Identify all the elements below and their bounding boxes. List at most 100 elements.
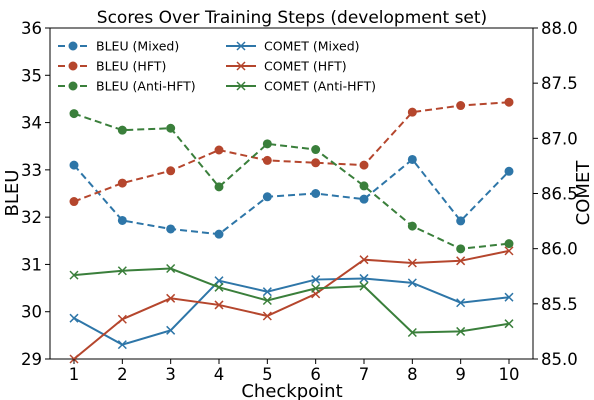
series-bleu-hft — [69, 97, 514, 207]
legend-label: COMET (Mixed) — [264, 39, 360, 54]
data-point — [262, 295, 272, 306]
legend-label: BLEU (Anti-HFT) — [96, 79, 196, 94]
data-point — [214, 282, 224, 292]
data-point — [166, 166, 176, 176]
data-point — [262, 311, 272, 321]
data-point — [117, 215, 127, 225]
data-point — [166, 293, 176, 303]
data-point — [214, 229, 224, 239]
legend: BLEU (Mixed) BLEU (HFT) BLEU (Anti-HFT) COM… — [58, 39, 376, 94]
data-point — [456, 244, 466, 254]
series-line — [73, 112, 510, 250]
data-point — [117, 178, 127, 188]
legend-label: COMET (Anti-HFT) — [264, 79, 376, 94]
legend-item: BLEU (Mixed) — [58, 39, 179, 54]
data-point — [262, 192, 272, 202]
legend-item: BLEU (Anti-HFT) — [58, 79, 196, 94]
data-point — [456, 326, 466, 336]
legend-label: BLEU (Mixed) — [96, 39, 179, 54]
series-line — [73, 277, 510, 346]
data-point — [69, 270, 79, 280]
y-left-tick-label: 33 — [21, 161, 42, 180]
series-bleu-anti-hft — [69, 109, 514, 254]
y-left-tick-label: 31 — [21, 255, 42, 274]
legend-swatch-marker — [236, 81, 246, 91]
data-point — [359, 181, 369, 191]
legend-swatch-marker — [68, 81, 78, 91]
data-point — [359, 255, 369, 265]
chart-title: Scores Over Training Steps (development … — [97, 8, 487, 28]
data-point — [359, 273, 369, 283]
x-tick-label: 3 — [165, 365, 176, 384]
data-point — [456, 101, 466, 111]
legend-swatch-marker — [68, 61, 78, 71]
x-tick-label: 9 — [455, 365, 466, 384]
data-point — [504, 97, 514, 107]
legend-label: BLEU (HFT) — [96, 59, 166, 74]
series-comet-anti-hft — [69, 263, 514, 338]
legend-item: BLEU (HFT) — [58, 59, 166, 74]
data-point — [69, 160, 79, 170]
y-axis-right: 85.0 85.5 86.0 86.5 87.0 87.5 88.0 — [533, 19, 578, 369]
y-left-tick-label: 30 — [21, 303, 42, 322]
y-axis-left-label: BLEU — [2, 170, 23, 217]
data-point — [407, 327, 417, 338]
legend-item: COMET (Mixed) — [226, 39, 360, 54]
y-right-tick-label: 87.5 — [541, 74, 578, 93]
x-tick-label: 10 — [499, 365, 520, 384]
data-point — [359, 160, 369, 170]
series-comet-mixed — [69, 273, 514, 350]
legend-item: COMET (HFT) — [226, 59, 347, 74]
data-point — [69, 197, 79, 207]
legend-swatch-marker — [68, 41, 78, 51]
series-layer — [69, 97, 514, 364]
data-point — [117, 266, 127, 276]
data-point — [407, 107, 417, 117]
y-right-tick-label: 88.0 — [541, 19, 578, 38]
x-tick-label: 1 — [69, 365, 80, 384]
data-point — [117, 340, 127, 350]
x-tick-label: 7 — [359, 365, 370, 384]
data-point — [504, 246, 514, 256]
data-point — [311, 158, 321, 168]
series-line — [73, 249, 510, 360]
data-point — [504, 292, 514, 302]
data-point — [407, 278, 417, 288]
data-point — [166, 123, 176, 133]
data-point — [166, 263, 176, 274]
data-point — [311, 189, 321, 198]
x-tick-label: 4 — [214, 365, 225, 384]
data-point — [504, 166, 514, 176]
data-point — [262, 155, 272, 165]
data-point — [504, 319, 514, 329]
data-point — [262, 139, 272, 149]
data-point — [456, 216, 466, 226]
data-point — [214, 300, 224, 310]
data-point — [214, 276, 224, 286]
series-line — [73, 267, 510, 334]
x-tick-label: 8 — [407, 365, 418, 384]
y-axis-left: 29 30 31 32 33 34 35 36 — [21, 19, 50, 369]
y-right-tick-label: 85.0 — [541, 350, 578, 369]
series-comet-hft — [69, 246, 514, 364]
y-right-tick-label: 86.0 — [541, 240, 578, 259]
data-point — [69, 109, 79, 119]
data-point — [117, 125, 127, 135]
data-point — [166, 224, 176, 234]
series-line — [73, 101, 510, 203]
data-point — [407, 221, 417, 231]
x-tick-label: 5 — [262, 365, 273, 384]
data-point — [117, 314, 127, 324]
data-point — [407, 258, 417, 268]
legend-label: COMET (HFT) — [264, 59, 347, 74]
data-point — [311, 275, 321, 285]
y-left-tick-label: 35 — [21, 66, 42, 85]
legend-item: COMET (Anti-HFT) — [226, 79, 376, 94]
x-tick-label: 2 — [117, 365, 128, 384]
y-right-tick-label: 87.0 — [541, 129, 578, 148]
y-axis-right-label: COMET — [573, 160, 594, 226]
data-point — [69, 313, 79, 323]
legend-swatch-marker — [236, 41, 246, 51]
data-point — [456, 256, 466, 266]
